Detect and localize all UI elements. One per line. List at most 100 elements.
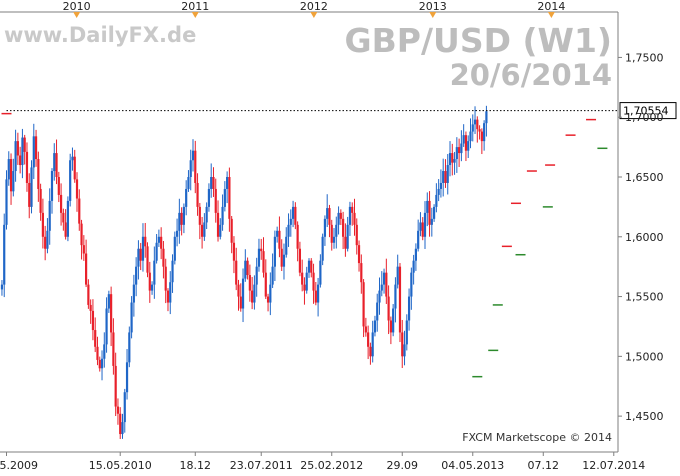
candle-body [321, 236, 324, 261]
candle [241, 268, 245, 323]
candle [185, 180, 188, 216]
candle [273, 230, 276, 282]
candle [428, 191, 431, 237]
candle-body [373, 320, 377, 333]
candle-body [451, 153, 454, 163]
candle [112, 318, 115, 375]
candle-body [314, 290, 317, 303]
candle [380, 271, 383, 297]
candle [301, 259, 304, 292]
last-price-label: 1,70554 [623, 105, 669, 118]
candle-body [303, 284, 306, 291]
candle [382, 268, 386, 294]
candle [191, 139, 195, 172]
candle [426, 192, 429, 227]
candle-body [89, 304, 92, 311]
watermark-group: www.DailyFX.de [4, 23, 196, 47]
candle-body [430, 218, 433, 225]
candle-body [25, 151, 29, 183]
candle-body [360, 263, 363, 283]
candle-body [180, 212, 183, 225]
candle-body [344, 236, 347, 249]
candle-body [110, 294, 113, 333]
candle [237, 279, 240, 311]
candle-body [28, 182, 31, 207]
candle-body [257, 248, 261, 267]
candle-body [387, 296, 390, 321]
candle-body [296, 224, 299, 249]
candle-body [289, 218, 292, 225]
candle-body [44, 236, 47, 249]
candle [303, 277, 306, 305]
candle-body [155, 242, 158, 261]
candle-body [121, 422, 124, 435]
candle-body [371, 332, 374, 357]
year-marker [429, 12, 437, 18]
candle [28, 173, 31, 219]
candle-body [480, 131, 483, 142]
candle [269, 272, 272, 316]
candle [355, 218, 358, 255]
candle [403, 330, 406, 366]
candles-group [0, 105, 488, 440]
candle-body [355, 224, 358, 246]
swing-markers-group [1, 112, 608, 378]
candle-body [141, 236, 145, 261]
candle [248, 264, 251, 302]
candle-body [9, 159, 13, 192]
candle-body [34, 136, 38, 160]
candle [398, 263, 402, 343]
candle [328, 204, 331, 238]
candle-body [392, 308, 395, 333]
candle-body [210, 177, 213, 189]
candle-body [30, 167, 33, 207]
candle-body [469, 131, 472, 142]
candle-body [103, 344, 106, 359]
candle [264, 259, 267, 299]
candle-body [426, 200, 429, 213]
candle-body [432, 206, 436, 219]
candle [401, 319, 404, 369]
candle-body [421, 222, 424, 237]
candle [23, 134, 26, 165]
candle [460, 130, 463, 162]
candle [357, 240, 361, 272]
candle [207, 183, 211, 212]
candle [439, 169, 443, 198]
candle-body [401, 332, 404, 357]
candle-body [123, 392, 126, 423]
year-marker [547, 12, 555, 18]
candle [455, 137, 458, 173]
candle [75, 172, 79, 212]
candle [226, 171, 229, 204]
candle [87, 279, 90, 309]
candle [180, 207, 183, 236]
candle [291, 200, 295, 228]
candle-body [130, 302, 133, 333]
candle [221, 194, 224, 231]
candle-body [376, 302, 379, 321]
candle-body [148, 272, 151, 291]
candle-body [125, 362, 129, 393]
candle-body [228, 177, 231, 219]
candle [444, 159, 447, 188]
x-tick-label: 23.07.2011 [230, 459, 293, 472]
candle [66, 196, 70, 242]
candle [251, 276, 254, 310]
candle-body [396, 266, 399, 285]
candle-body [444, 171, 447, 183]
candle [387, 285, 390, 335]
candle-body [323, 218, 327, 237]
candle [285, 227, 288, 258]
candle [289, 209, 292, 237]
candle [244, 249, 247, 282]
candle-body [41, 212, 44, 237]
y-tick-label: 1,5500 [625, 291, 664, 304]
candle-body [57, 177, 60, 195]
last-price-box [619, 102, 677, 120]
candle [421, 217, 424, 241]
candle-body [166, 290, 170, 303]
candle-body [276, 230, 279, 237]
candle-body [216, 212, 220, 237]
